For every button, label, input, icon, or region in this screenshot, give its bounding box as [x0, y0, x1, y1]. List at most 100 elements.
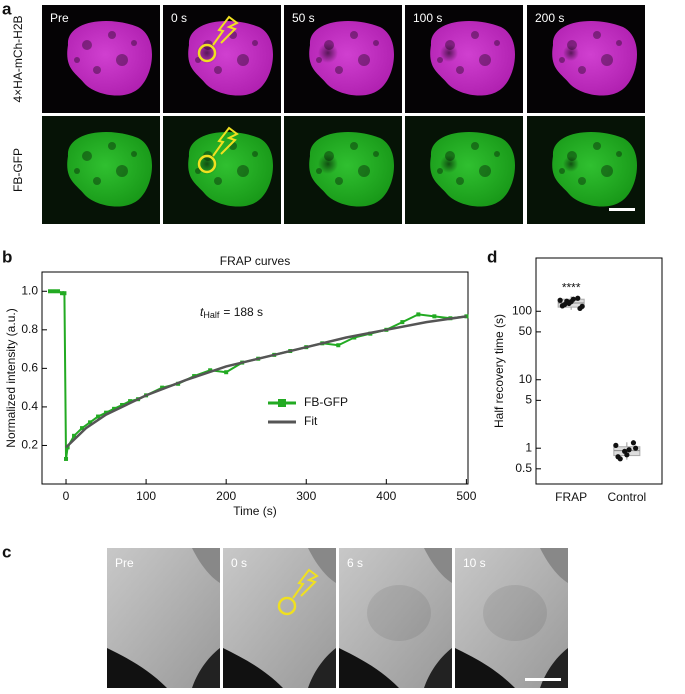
significance-label: **** [562, 281, 581, 295]
image-tile: 100 s [405, 5, 523, 113]
x-tick-label: 200 [216, 489, 236, 503]
nucleolus [214, 177, 222, 185]
nucleolus [252, 151, 258, 157]
data-point [224, 370, 229, 375]
time-label: 200 s [535, 11, 564, 25]
nucleolus [358, 54, 370, 66]
nucleolus [593, 142, 601, 150]
nucleolus [108, 31, 116, 39]
y-tick-label: 100 [512, 303, 532, 317]
data-point [630, 440, 637, 446]
nucleolus [335, 177, 343, 185]
nucleolus [82, 40, 92, 50]
data-point [52, 289, 57, 294]
data-point [336, 343, 341, 348]
y-tick-label: 1.0 [21, 283, 38, 297]
nucleolus [131, 151, 137, 157]
bleach-spot [318, 154, 338, 174]
dark-region [339, 648, 399, 688]
data-point [557, 297, 563, 303]
y-tick-label: 5 [525, 393, 532, 407]
dark-region [192, 648, 220, 688]
y-tick-label: 0.2 [21, 438, 38, 452]
nucleus [430, 132, 515, 207]
row-label: 4×HA-mCh-H2B [11, 15, 25, 102]
nucleolus [593, 31, 601, 39]
data-point [128, 399, 133, 404]
data-point [575, 295, 581, 301]
image-tile [163, 116, 281, 224]
data-point [564, 298, 570, 304]
time-label: 100 s [413, 11, 442, 25]
image-tile: 10 s [455, 548, 568, 688]
x-tick-label: Control [607, 490, 646, 504]
chart-title: FRAP curves [220, 254, 290, 268]
nucleus [188, 21, 273, 96]
image-tile: Pre [107, 548, 220, 688]
nucleus [67, 132, 152, 207]
data-point [432, 314, 437, 319]
annotation: tHalf = 188 s [200, 305, 263, 320]
nucleolus [479, 54, 491, 66]
time-label: 6 s [347, 556, 363, 570]
nucleolus [373, 40, 379, 46]
data-point [48, 289, 53, 294]
x-tick-label: 400 [376, 489, 396, 503]
legend-label: Fit [304, 414, 318, 428]
data-point [400, 320, 405, 325]
nucleus [67, 21, 152, 96]
nucleus [309, 132, 394, 207]
dark-region [424, 548, 452, 583]
nucleus [309, 21, 394, 96]
legend-label: FB-GFP [304, 395, 348, 409]
x-tick-label: 0 [63, 489, 70, 503]
nucleus [188, 132, 273, 207]
nucleolus [559, 57, 565, 63]
image-tile [284, 116, 402, 224]
data-point [633, 445, 639, 451]
dark-region [192, 548, 220, 583]
nucleolus [494, 40, 500, 46]
nucleolus [252, 40, 258, 46]
nucleolus [471, 142, 479, 150]
nucleolus [479, 165, 491, 177]
data-point [624, 452, 630, 458]
nucleus [552, 132, 637, 207]
nucleolus [116, 54, 128, 66]
image-tile: 6 s [339, 548, 452, 688]
nucleolus [456, 177, 464, 185]
image-panels: Pre 0 s 50 s 100 s 200 s Pre 0 s 6 s 10 s [42, 5, 645, 688]
dark-region [424, 648, 452, 688]
image-tile [42, 116, 160, 224]
nucleolus [578, 177, 586, 185]
nucleolus [578, 66, 586, 74]
nucleolus [74, 168, 80, 174]
image-tile: 0 s [163, 5, 281, 113]
data-point [626, 447, 632, 453]
y-tick-label: 1 [525, 440, 532, 454]
bleach-roi [197, 43, 217, 63]
nucleolus [616, 151, 622, 157]
scale-bar [525, 678, 561, 681]
lightning-icon [212, 15, 239, 46]
nucleolus [616, 40, 622, 46]
time-label: 10 s [463, 556, 486, 570]
panel-label: d [487, 247, 497, 266]
panel-label: c [2, 542, 11, 561]
image-tile [527, 116, 645, 224]
nucleolus [82, 151, 92, 161]
data-point [570, 296, 576, 302]
time-label: 0 s [171, 11, 187, 25]
data-point [120, 402, 125, 407]
scale-bar [609, 208, 635, 211]
plot-frame [41, 271, 469, 485]
y-axis-label: Half recovery time (s) [492, 314, 506, 428]
bleach-spot [440, 44, 458, 62]
image-tile: 200 s [527, 5, 645, 113]
nucleolus [559, 168, 565, 174]
legend-marker [278, 399, 286, 407]
y-axis-label: Normalized intensity (a.u.) [4, 308, 18, 447]
x-tick-label: 500 [456, 489, 476, 503]
dark-region [455, 648, 515, 688]
nucleolus [335, 66, 343, 74]
